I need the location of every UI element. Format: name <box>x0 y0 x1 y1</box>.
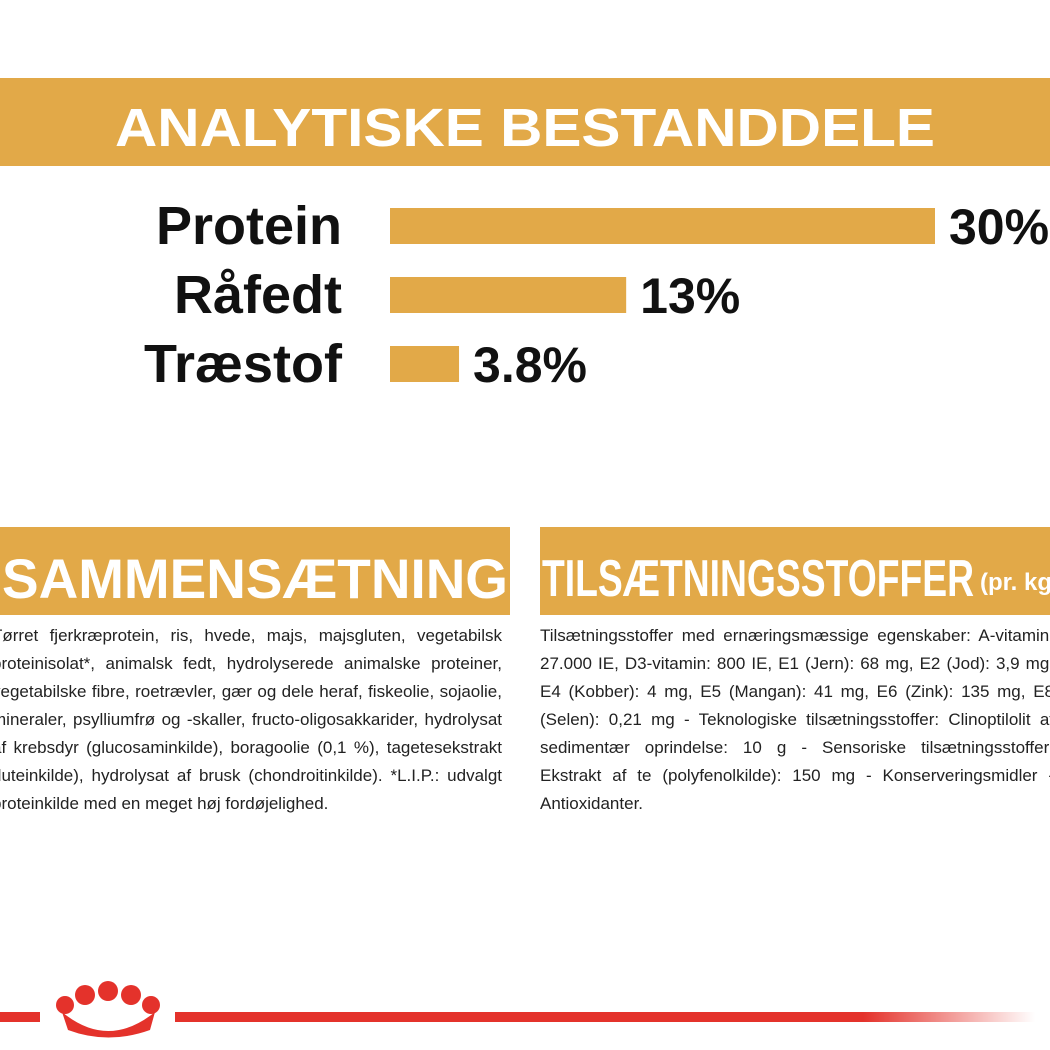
section-title: TILSÆTNINGSSTOFFER <box>542 550 974 608</box>
footer-line <box>175 1012 1035 1022</box>
category-label: Råfedt <box>174 265 342 325</box>
section-note: (pr. kg) <box>980 569 1050 596</box>
category-label: Træstof <box>144 334 343 394</box>
footer-line <box>0 1012 40 1022</box>
composition-text: Tørret fjerkræprotein, ris, hvede, majs,… <box>0 626 502 813</box>
value-label: 13% <box>640 268 740 324</box>
bar <box>390 208 935 244</box>
crown-logo <box>56 981 160 1038</box>
category-label: Protein <box>156 196 342 256</box>
header-title: ANALYTISKE BESTANDDELE <box>115 98 935 158</box>
section-title: SAMMENSÆTNING <box>2 547 508 610</box>
section-band <box>540 527 1050 615</box>
bar <box>390 277 627 313</box>
section-band <box>0 527 510 615</box>
bar <box>390 346 460 382</box>
footer <box>0 981 1035 1038</box>
value-label: 3.8% <box>473 337 587 393</box>
value-label: 30% <box>949 199 1049 255</box>
additives-text: Tilsætningsstoffer med ernæringsmæssige … <box>540 626 1050 813</box>
header-band <box>0 78 1050 166</box>
